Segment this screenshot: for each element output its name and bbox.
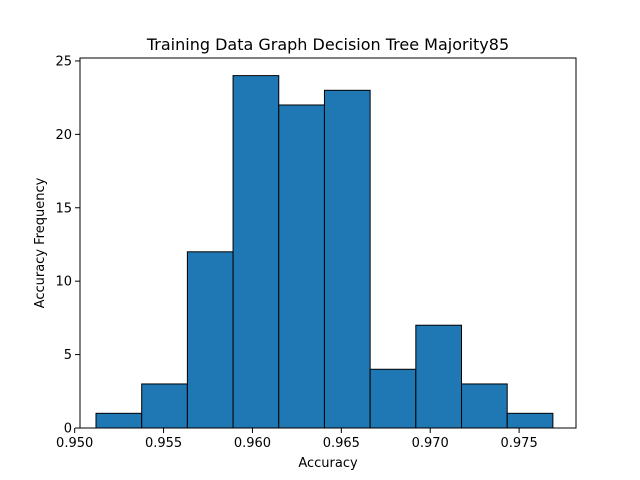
histogram-bar <box>95 412 143 429</box>
histogram-bar <box>506 412 554 429</box>
x-axis-title: Accuracy <box>298 456 358 471</box>
y-axis-ticks: 0 5 10 15 20 25 <box>55 54 80 437</box>
y-tick-label: 25 <box>55 54 72 69</box>
histogram-bar <box>232 75 280 429</box>
y-tick-label: 15 <box>55 201 72 216</box>
histogram-bar <box>186 251 234 429</box>
y-tick-label: 0 <box>64 422 72 437</box>
histogram-bar <box>278 104 325 429</box>
x-tick-label: 0.960 <box>234 436 271 451</box>
histogram-bar <box>369 368 417 429</box>
y-tick-label: 5 <box>64 348 72 363</box>
x-tick-label: 0.970 <box>412 436 449 451</box>
x-tick-label: 0.950 <box>56 436 93 451</box>
x-tick-label: 0.975 <box>501 436 538 451</box>
y-tick-label: 20 <box>55 128 72 143</box>
histogram-bar <box>461 383 508 429</box>
histogram-bar <box>141 383 188 429</box>
histogram-bar <box>323 89 371 429</box>
x-tick-label: 0.955 <box>145 436 182 451</box>
histogram-bar <box>415 324 463 429</box>
bars-group <box>95 75 554 429</box>
plot-frame <box>79 57 577 429</box>
y-axis-title: Accuracy Frequency <box>33 177 48 308</box>
chart-title: Training Data Graph Decision Tree Majori… <box>146 35 509 54</box>
y-tick-label: 10 <box>55 275 72 290</box>
x-tick-label: 0.965 <box>323 436 360 451</box>
x-axis-ticks: 0.950 0.955 0.960 0.965 0.970 0.975 <box>56 428 538 451</box>
